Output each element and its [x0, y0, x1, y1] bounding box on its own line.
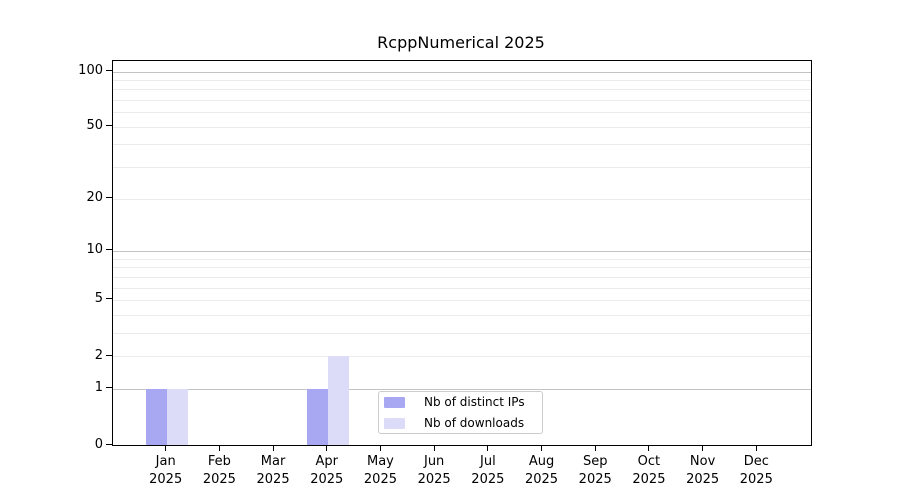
legend-item-distinct-ips: Nb of distinct IPs — [384, 393, 542, 411]
minor-gridline-9 — [113, 258, 811, 260]
year-label: 2025 — [310, 472, 344, 487]
legend-label-distinct-ips: Nb of distinct IPs — [424, 395, 525, 409]
major-gridline-1 — [113, 388, 811, 390]
month-label: Sep — [582, 454, 608, 469]
minor-gridline-3 — [113, 332, 811, 334]
minor-gridline-70 — [113, 100, 811, 102]
bar-apr-distinct-ips — [306, 388, 328, 445]
minor-gridline-20 — [113, 198, 811, 200]
bars-layer — [113, 61, 811, 445]
month-label: Mar — [260, 454, 286, 469]
year-label: 2025 — [363, 472, 397, 487]
bar-jan-downloads — [166, 388, 188, 445]
month-label: Aug — [528, 454, 555, 469]
month-label: Jun — [423, 454, 445, 469]
minor-gridline-40 — [113, 144, 811, 146]
minor-gridline-80 — [113, 89, 811, 91]
minor-gridline-30 — [113, 167, 811, 169]
x-tick-label-aug: Aug 2025 — [514, 453, 570, 489]
year-label: 2025 — [686, 472, 720, 487]
year-label: 2025 — [524, 472, 559, 487]
y-tick-label-2: 2 — [94, 347, 103, 363]
gridlines-layer — [113, 61, 811, 445]
y-tick-label-10: 10 — [86, 242, 103, 258]
minor-gridline-50 — [113, 126, 811, 128]
x-tick-label-may: May 2025 — [352, 453, 408, 489]
minor-gridline-60 — [113, 112, 811, 114]
legend-label-downloads: Nb of downloads — [424, 416, 525, 430]
y-tick-label-20: 20 — [86, 190, 103, 206]
x-tick-label-jul: Jul 2025 — [460, 453, 516, 489]
minor-gridline-2 — [113, 356, 811, 358]
month-label: Nov — [689, 454, 716, 469]
minor-gridline-7 — [113, 276, 811, 278]
month-label: Apr — [315, 454, 339, 469]
x-tick-label-dec: Dec 2025 — [728, 453, 784, 489]
year-label: 2025 — [417, 472, 451, 487]
month-label: Dec — [743, 454, 769, 469]
year-label: 2025 — [149, 472, 183, 487]
x-tick-label-oct: Oct 2025 — [621, 453, 677, 489]
legend-item-downloads: Nb of downloads — [384, 414, 542, 432]
minor-gridline-6 — [113, 287, 811, 289]
month-label: Feb — [207, 454, 231, 469]
legend-swatch-distinct-ips — [384, 396, 405, 408]
year-label: 2025 — [578, 472, 612, 487]
year-label: 2025 — [471, 472, 505, 487]
x-tick-label-jun: Jun 2025 — [406, 453, 462, 489]
year-label: 2025 — [739, 472, 773, 487]
month-label: Jan — [155, 454, 176, 469]
year-label: 2025 — [632, 472, 666, 487]
year-label: 2025 — [256, 472, 290, 487]
legend: Nb of distinct IPs Nb of downloads — [378, 391, 543, 434]
y-tick-label-50: 50 — [86, 118, 103, 134]
major-gridline-10 — [113, 250, 811, 252]
legend-swatch-downloads — [384, 417, 405, 429]
x-tick-label-sep: Sep 2025 — [567, 453, 623, 489]
year-label: 2025 — [202, 472, 236, 487]
x-tick-label-jan: Jan 2025 — [138, 453, 194, 489]
minor-gridline-8 — [113, 267, 811, 269]
minor-gridline-4 — [113, 314, 811, 316]
y-tick-label-0: 0 — [94, 436, 103, 452]
y-tick-label-100: 100 — [78, 63, 103, 78]
chart-title: RcppNumerical 2025 — [377, 33, 545, 52]
x-tick-label-apr: Apr 2025 — [299, 453, 355, 489]
month-label: Jul — [480, 454, 496, 469]
bar-apr-downloads — [327, 356, 349, 445]
month-label: May — [367, 454, 394, 469]
x-tick-label-mar: Mar 2025 — [245, 453, 301, 489]
x-tick-label-nov: Nov 2025 — [675, 453, 731, 489]
y-tick-label-5: 5 — [94, 291, 103, 307]
bar-jan-distinct-ips — [145, 388, 167, 445]
y-tick-label-1: 1 — [94, 380, 103, 396]
month-label: Oct — [637, 454, 661, 469]
major-gridline-100 — [113, 71, 811, 73]
minor-gridline-5 — [113, 299, 811, 301]
plot-area: Nb of distinct IPs Nb of downloads — [112, 60, 812, 446]
minor-gridline-90 — [113, 79, 811, 81]
x-tick-label-feb: Feb 2025 — [191, 453, 247, 489]
